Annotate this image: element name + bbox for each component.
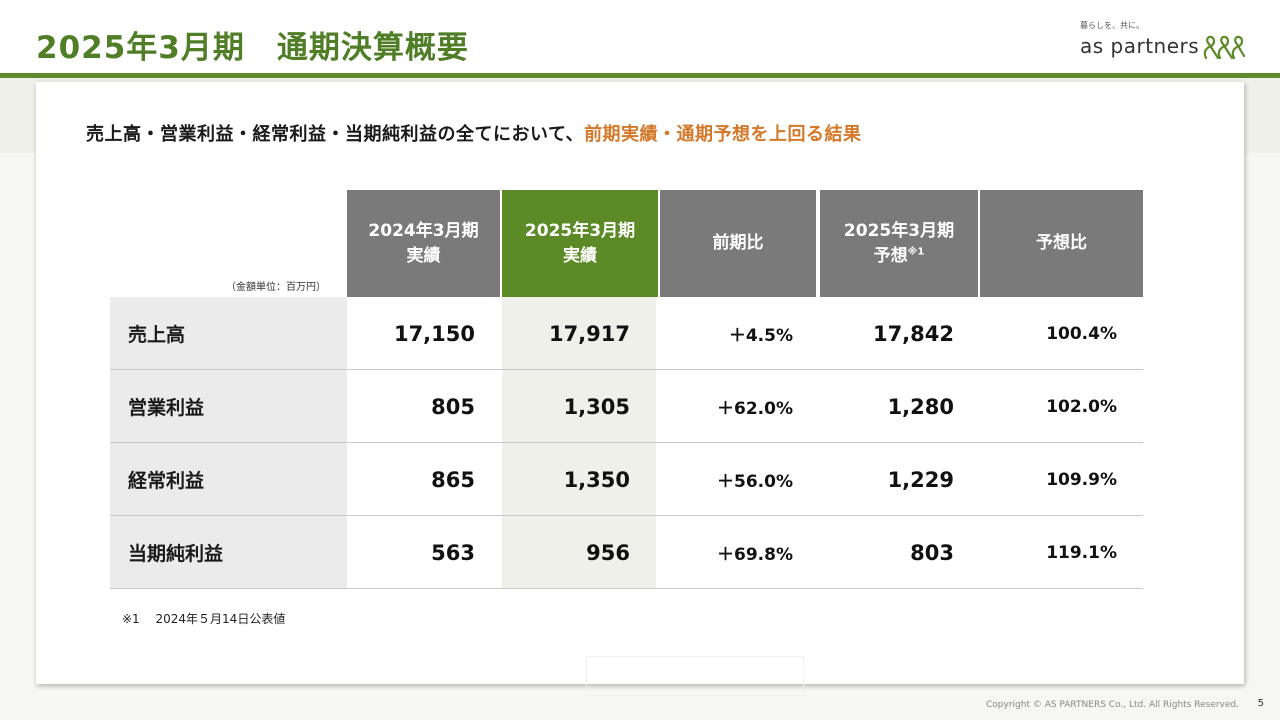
column-header-line1: 2025年3月期	[843, 220, 955, 241]
header-band	[0, 0, 1280, 74]
headline-text: 売上高・営業利益・経常利益・当期純利益の全てにおいて、	[86, 124, 585, 145]
cell-forecast: 803	[910, 540, 954, 565]
cell-forecast: 1,229	[887, 467, 954, 492]
unit-note: （金額単位：百万円）	[226, 282, 326, 293]
table-row: 売上高 17,150 17,917 ＋4.5% 17,842 100.4%	[110, 297, 1143, 370]
cell-prev-actual: 17,150	[393, 321, 475, 346]
column-header-line1: 予想比	[1036, 233, 1087, 254]
empty-box	[586, 656, 804, 696]
headline: 売上高・営業利益・経常利益・当期純利益の全てにおいて、前期実績・通期予想を上回る…	[86, 120, 862, 146]
logo-text: as partners	[1080, 34, 1200, 58]
cell-vs-forecast: 100.4%	[1046, 323, 1117, 344]
cell-prev-actual: 805	[431, 394, 475, 419]
table-row: 経常利益 865 1,350 ＋56.0% 1,229 109.9%	[110, 443, 1143, 516]
cell-current-actual: 1,305	[563, 394, 630, 419]
cell-current-actual: 17,917	[548, 321, 630, 346]
cell-current-actual: 1,350	[563, 467, 630, 492]
row-label: 売上高	[128, 324, 186, 346]
row-label: 経常利益	[128, 470, 205, 492]
column-header-line2: 実績	[563, 245, 597, 266]
content-card: 売上高・営業利益・経常利益・当期純利益の全てにおいて、前期実績・通期予想を上回る…	[36, 82, 1244, 696]
column-header-line2: 実績	[406, 245, 441, 266]
column-header-fy2025-actual: 2025年3月期 実績	[502, 190, 658, 297]
page-number: 5	[1257, 698, 1264, 709]
column-header-yoy: 前期比	[660, 190, 816, 297]
cell-yoy: ＋62.0%	[717, 399, 793, 419]
footnote: ※1 2024年５月14日公表値	[122, 612, 286, 626]
row-label: 当期純利益	[128, 543, 224, 565]
page-title: 2025年3月期 通期決算概要	[36, 30, 469, 66]
cell-yoy: ＋56.0%	[717, 472, 793, 492]
column-header-line1: 2024年3月期	[368, 220, 479, 241]
copyright-text: Copyright © AS PARTNERS Co., Ltd. All Ri…	[986, 700, 1239, 710]
cell-vs-forecast: 102.0%	[1046, 396, 1117, 417]
cell-current-actual: 956	[586, 540, 630, 565]
table-row: 営業利益 805 1,305 ＋62.0% 1,280 102.0%	[110, 370, 1143, 443]
cell-vs-forecast: 109.9%	[1046, 469, 1117, 490]
cell-prev-actual: 865	[431, 467, 475, 492]
logo-tagline: 暮らしを、共に。	[1080, 21, 1144, 30]
column-header-line1: 前期比	[712, 233, 764, 254]
cell-forecast: 17,842	[872, 321, 954, 346]
ampersand-logo-icon	[1203, 35, 1246, 60]
headline-highlight: 前期実績・通期予想を上回る結果	[584, 124, 862, 145]
cell-yoy: ＋4.5%	[728, 326, 793, 346]
column-header-line2: 予想	[873, 245, 908, 266]
cell-vs-forecast: 119.1%	[1046, 542, 1117, 563]
cell-prev-actual: 563	[431, 540, 475, 565]
column-header-vs-forecast: 予想比	[980, 190, 1143, 297]
column-header-fy2024-actual: 2024年3月期 実績	[347, 190, 500, 297]
row-label: 営業利益	[128, 397, 205, 419]
cell-forecast: 1,280	[887, 394, 954, 419]
company-logo: 暮らしを、共に。 as partners	[1080, 20, 1250, 64]
cell-yoy: ＋69.8%	[717, 545, 793, 565]
header-divider	[0, 73, 1280, 78]
column-header-line1: 2025年3月期	[524, 220, 636, 241]
footnote-marker: ※1	[907, 245, 925, 257]
column-header-fy2025-forecast: 2025年3月期 予想※1	[820, 190, 978, 297]
table-row: 当期純利益 563 956 ＋69.8% 803 119.1%	[110, 516, 1143, 589]
